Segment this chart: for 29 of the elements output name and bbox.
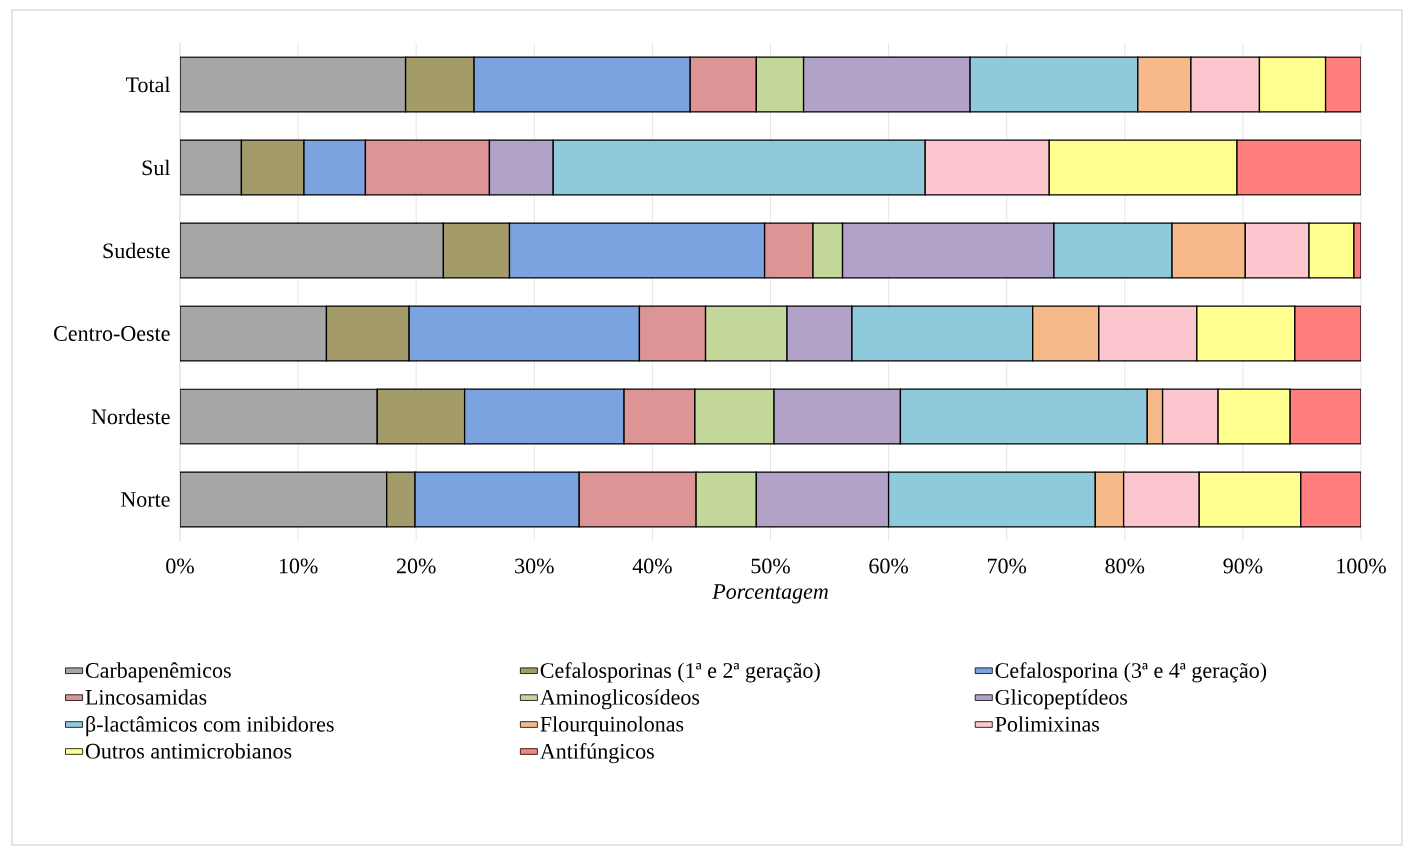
x-tick-label: 10% — [279, 558, 318, 574]
legend-label: Carbapenêmicos — [85, 662, 231, 683]
legend-label: Flourquinolonas — [540, 716, 684, 737]
x-tick-label: 80% — [1105, 558, 1145, 574]
x-axis-title: Porcentagem — [712, 584, 828, 604]
y-tick-label: Sudeste — [103, 242, 170, 259]
legend-label: β-lactâmicos com inibidores — [86, 716, 334, 737]
y-tick-label: Sul — [142, 159, 171, 176]
y-tick-label: Nordeste — [91, 408, 170, 425]
legend-label: Aminoglicosídeos — [540, 689, 700, 710]
x-tick-label: 30% — [515, 558, 554, 574]
x-tick-label: 0% — [166, 558, 194, 574]
x-tick-label: 60% — [869, 558, 909, 574]
y-tick-label: Centro-Oeste — [54, 326, 170, 341]
x-tick-label: 70% — [987, 558, 1027, 574]
legend-label: Cefalosporina (3ª e 4ª geração) — [995, 662, 1267, 683]
x-tick-label: 40% — [632, 558, 672, 574]
legend-label: Cefalosporinas (1ª e 2ª geração) — [540, 662, 820, 683]
x-tick-label: 100% — [1337, 558, 1386, 574]
legend-label: Glicopeptídeos — [995, 689, 1128, 710]
x-tick-label: 50% — [751, 558, 790, 574]
y-tick-label: Total — [125, 76, 171, 93]
x-tick-label: 20% — [397, 558, 436, 574]
legend-label: Antifúngicos — [540, 743, 654, 764]
legend-label: Polimixinas — [995, 716, 1100, 732]
x-tick-label: 90% — [1223, 558, 1263, 574]
y-tick-label: Norte — [121, 492, 170, 507]
legend-label: Lincosamidas — [85, 689, 207, 705]
legend-label: Outros antimicrobianos — [85, 743, 292, 759]
